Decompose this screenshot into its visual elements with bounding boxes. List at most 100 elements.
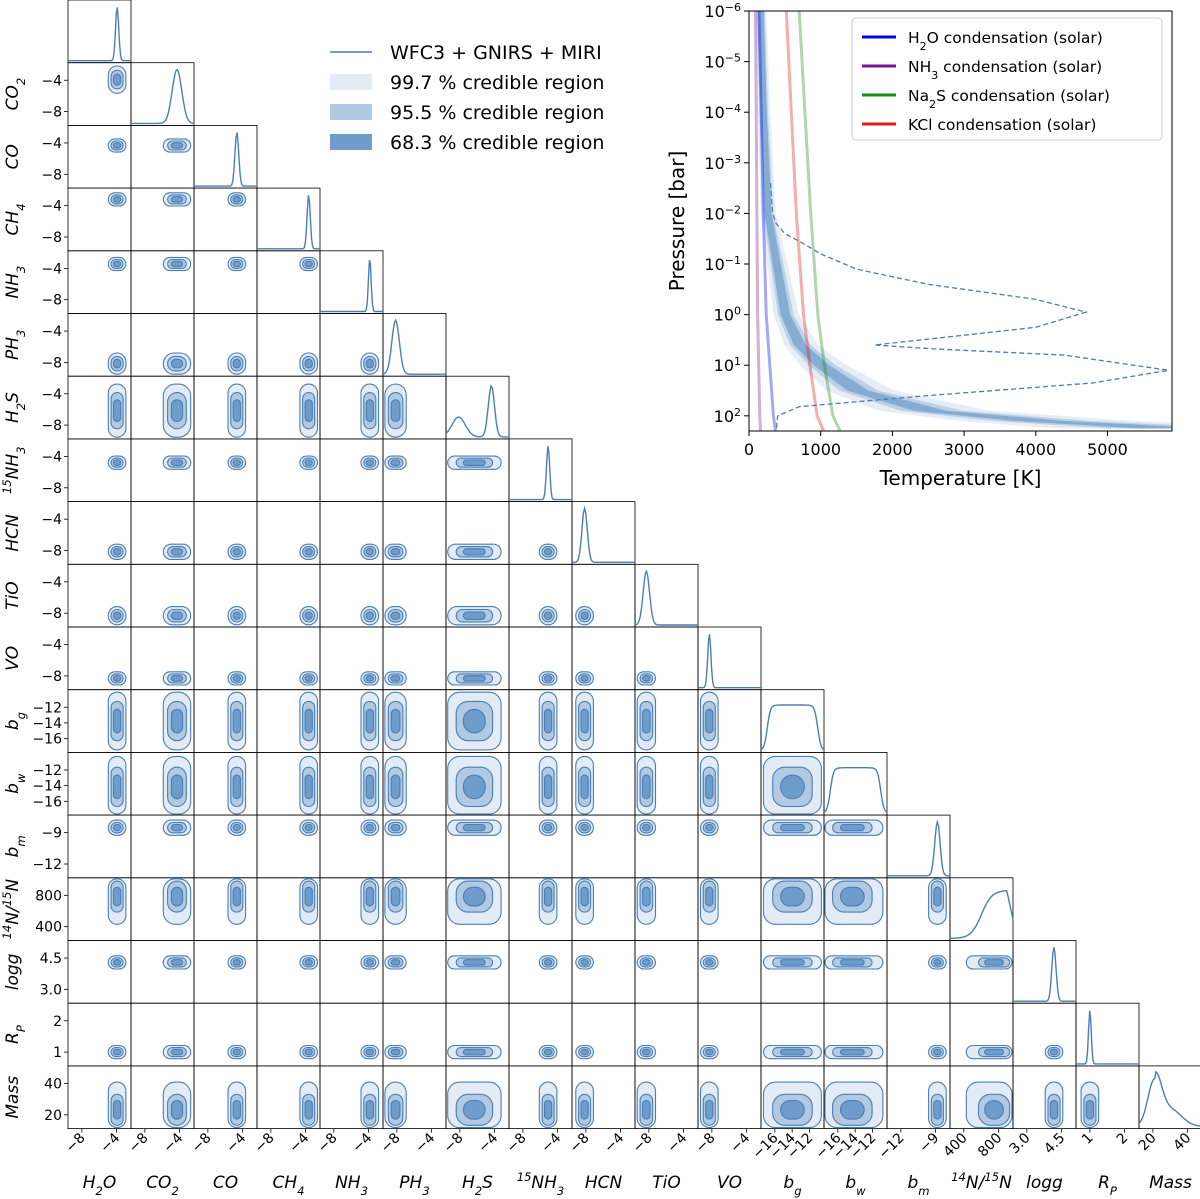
corner-cell (445, 940, 510, 1004)
corner-cell (571, 814, 636, 879)
y-axis-label-ratio: 14N/15N (0, 879, 23, 940)
marginal-rp (1076, 1010, 1139, 1065)
contour-n15h3-co-2 (232, 459, 241, 466)
corner-cell (697, 626, 762, 691)
y-tick-label: −12 (32, 857, 62, 873)
marginal-ch4 (257, 195, 320, 250)
cell-frame (1012, 1002, 1077, 1067)
cell-frame (508, 438, 573, 502)
pt-x-tick-label: 1000 (800, 440, 841, 459)
contour-rp-nh3-2 (365, 1048, 374, 1056)
contour-bg-ch4-2 (304, 708, 313, 734)
corner-cell (571, 752, 636, 816)
contour-logg-h2s-2 (462, 959, 486, 966)
pt-x-tick-label: 0 (744, 440, 754, 459)
corner-cell (67, 438, 132, 502)
contour-bm-co2-2 (170, 823, 184, 832)
y-tick-label: −8 (41, 167, 62, 183)
corner-cell (193, 313, 258, 377)
contour-mass-logg-2 (1049, 1099, 1059, 1120)
contour-ph3-co2-2 (170, 358, 184, 369)
corner-cell (1012, 1065, 1077, 1130)
corner-cell (508, 689, 573, 753)
contour-rp-co2-2 (170, 1048, 184, 1056)
marginal-co2 (131, 68, 195, 125)
y-tick-label: −4 (41, 512, 62, 528)
corner-cell (319, 1002, 384, 1067)
contour-mass-h2s-2 (462, 1099, 486, 1120)
y-tick-label: −4 (41, 638, 62, 654)
y-tick-label: −8 (41, 293, 62, 309)
corner-cell (823, 940, 888, 1004)
cell-frame (193, 187, 258, 252)
contour-n15h3-h2o-2 (112, 459, 122, 466)
corner-cell (697, 689, 762, 753)
cell-frame (760, 940, 825, 1004)
x-tick-label: −8 (504, 1130, 530, 1156)
corner-cell (319, 501, 384, 565)
corner-cell (571, 689, 636, 753)
corner-cell (67, 375, 132, 440)
y-tick-label: −12 (32, 700, 62, 716)
x-tick-label: 4.5 (1041, 1130, 1068, 1157)
corner-cell (193, 814, 258, 879)
contour-hcn-h2s-2 (462, 548, 486, 556)
contour-h2s-co2-2 (170, 399, 184, 423)
x-axis-label-n15h3: 15NH3 (517, 1170, 565, 1198)
corner-cell (319, 689, 384, 753)
contour-bg-n15h3-2 (543, 708, 553, 734)
corner-cell (193, 752, 258, 816)
corner-cell (130, 375, 195, 440)
contour-bg-ph3-2 (390, 708, 401, 734)
contour-vo-nh3-2 (365, 675, 374, 682)
contour-mass-co2-2 (170, 1099, 184, 1120)
corner-cell (193, 689, 258, 753)
contour-vo-hcn-2 (580, 675, 589, 682)
x-tick-label: −4 (601, 1130, 627, 1156)
x-tick-label: −8 (126, 1130, 152, 1156)
cell-frame (760, 689, 825, 753)
contour-bm-tio-2 (642, 823, 651, 832)
contour-hcn-ch4-2 (304, 548, 313, 556)
y-axis-label-bm: bm (3, 835, 28, 857)
contour-bg-vo-2 (705, 708, 714, 734)
y-tick-label: −8 (41, 669, 62, 685)
y-tick-label: −4 (41, 199, 62, 215)
contour-mass-h2o-2 (112, 1099, 122, 1120)
x-tick-label: −9 (916, 1130, 942, 1156)
corner-cell (193, 626, 258, 691)
contour-ratio-co2-2 (170, 886, 184, 907)
contour-bm-bw-2 (839, 823, 865, 832)
pt-legend-entry-0: H2O condensation (solar) (908, 29, 1103, 53)
contour-n15h3-nh3-2 (365, 459, 374, 466)
contour-mass-co-2 (232, 1099, 241, 1120)
marginal-h2o (68, 7, 131, 62)
contour-tio-h2s-2 (462, 611, 486, 620)
cell-frame (193, 940, 258, 1004)
y-tick-label: −14 (32, 716, 62, 732)
corner-cell (382, 1002, 447, 1067)
y-tick-label: −8 (41, 544, 62, 560)
cell-frame (319, 250, 384, 314)
y-tick-label: −8 (41, 606, 62, 622)
corner-cell (445, 438, 510, 502)
contour-logg-n15h3-2 (543, 959, 553, 966)
contour-n15h3-ph3-2 (390, 459, 401, 466)
contour-vo-co2-2 (170, 675, 184, 682)
contour-mass-bm-2 (933, 1099, 942, 1120)
corner-cell (67, 501, 132, 565)
contour-bg-co2-2 (170, 708, 184, 734)
corner-cell (1075, 1065, 1140, 1130)
corner-cell (256, 626, 321, 691)
corner-cell (445, 375, 510, 440)
corner-cell (508, 940, 573, 1004)
y-axis-label-ch4: CH4 (3, 203, 28, 235)
contour-mass-hcn-2 (580, 1099, 589, 1120)
corner-cell (949, 940, 1014, 1004)
series-1 (754, 11, 762, 431)
corner-cell (67, 313, 132, 377)
contour-h2s-nh3-2 (365, 399, 374, 423)
corner-cell (697, 877, 762, 941)
y-tick-label: 800 (35, 888, 62, 904)
